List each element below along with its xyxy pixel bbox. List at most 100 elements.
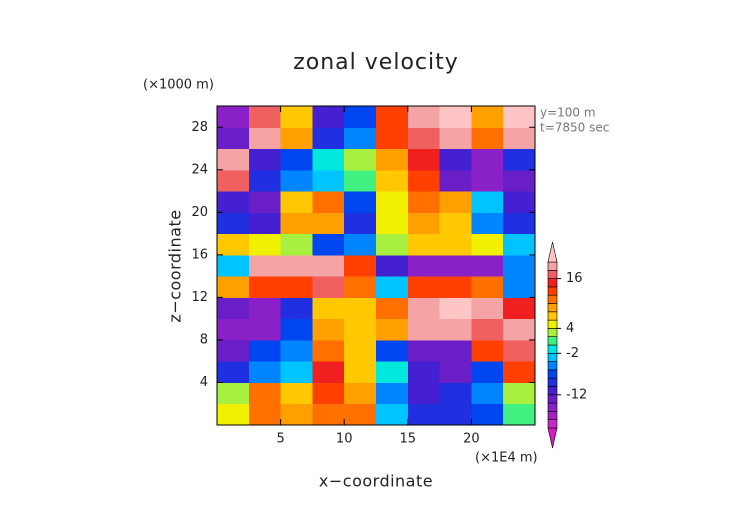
cell [503, 191, 536, 213]
cell [217, 191, 250, 213]
cell [376, 191, 409, 213]
colorbar-band [547, 386, 558, 396]
cell [280, 169, 313, 192]
cell [248, 382, 282, 405]
cell [344, 148, 377, 171]
cell [280, 191, 313, 213]
colorbar-band [547, 336, 558, 346]
cell [344, 361, 377, 383]
cell [217, 276, 250, 298]
cell [280, 233, 313, 256]
cell [248, 212, 282, 235]
cell [439, 169, 472, 192]
colorbar-tick-label: -2 [566, 346, 579, 361]
x-unit-label: (×1E4 m) [475, 451, 538, 466]
cell [407, 169, 441, 192]
cell [312, 191, 345, 213]
cell [280, 297, 313, 320]
cell [344, 297, 377, 320]
cell [503, 148, 536, 171]
chart-title: zonal velocity [293, 50, 459, 75]
cell [344, 191, 377, 213]
cell [407, 148, 441, 171]
y-tick-label: 20 [191, 205, 208, 220]
cell [439, 297, 472, 320]
cell [439, 276, 472, 298]
cell [407, 212, 441, 235]
cell [376, 106, 409, 128]
cell [471, 127, 504, 150]
cell [503, 254, 536, 277]
cell [280, 127, 313, 150]
cell [217, 169, 250, 192]
cell [312, 382, 345, 405]
y-tick-label: 16 [191, 247, 208, 262]
cell [312, 254, 345, 277]
cell [407, 127, 441, 150]
plot-frame [216, 105, 536, 426]
cell [217, 212, 250, 235]
cell [439, 148, 472, 171]
cell [439, 106, 472, 128]
cell [344, 318, 377, 341]
cell [248, 276, 282, 298]
cell [280, 361, 313, 383]
colorbar-band [547, 361, 558, 371]
cell [312, 297, 345, 320]
cell [471, 318, 504, 341]
cell [248, 233, 282, 256]
cell [503, 106, 536, 128]
y-tick-label: 4 [200, 375, 208, 390]
cell [503, 276, 536, 298]
cell [280, 148, 313, 171]
x-tick-label: 15 [400, 432, 417, 447]
cell [407, 233, 441, 256]
annotation: t=7850 sec [540, 121, 609, 135]
cell [471, 212, 504, 235]
cell [439, 403, 472, 426]
cell [439, 254, 472, 277]
cell [312, 127, 345, 150]
cell [376, 382, 409, 405]
y-unit-label: (×1000 m) [143, 78, 214, 93]
cell [439, 233, 472, 256]
cell [344, 276, 377, 298]
cell [248, 169, 282, 192]
cell [280, 212, 313, 235]
cell [407, 276, 441, 298]
cell [439, 212, 472, 235]
cell [503, 127, 536, 150]
cell [248, 297, 282, 320]
cell [280, 318, 313, 341]
cell [344, 339, 377, 362]
colorbar-tick-label: 4 [566, 321, 574, 336]
cell [344, 106, 377, 128]
cell [376, 318, 409, 341]
colorbar-band [547, 294, 558, 304]
cell [312, 212, 345, 235]
colorbar-band [547, 261, 558, 271]
cell [407, 339, 441, 362]
x-tick-label: 20 [463, 432, 480, 447]
cell [248, 361, 282, 383]
x-axis-label: x−coordinate [319, 472, 433, 491]
cell [439, 127, 472, 150]
cell [407, 106, 441, 128]
cell [376, 403, 409, 426]
cell [503, 169, 536, 192]
cell [248, 254, 282, 277]
cell [344, 169, 377, 192]
cell [344, 254, 377, 277]
cell [407, 318, 441, 341]
cell [407, 191, 441, 213]
x-tick-label: 5 [276, 432, 284, 447]
colorbar-tick-label: -12 [566, 387, 587, 402]
cell [217, 318, 250, 341]
cell [280, 254, 313, 277]
cell [312, 276, 345, 298]
cell [312, 106, 345, 128]
cell [312, 339, 345, 362]
colorbar-band [547, 411, 558, 420]
cell [344, 127, 377, 150]
